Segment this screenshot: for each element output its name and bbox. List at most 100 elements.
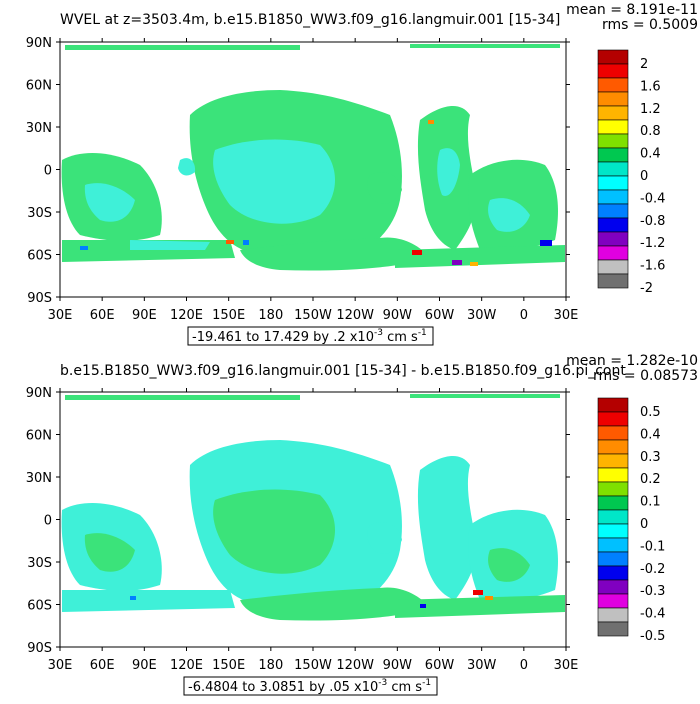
colorbar-label: -1.6 xyxy=(640,259,665,274)
lat-label: 30N xyxy=(26,121,52,136)
colorbar-swatch xyxy=(597,105,629,121)
colorbar-label: 0.4 xyxy=(640,147,661,162)
lat-label: 60N xyxy=(26,429,52,444)
lat-label: 60S xyxy=(27,249,52,264)
colorbar-swatch xyxy=(597,189,629,205)
panel-2-range-box: -6.4804 to 3.0851 by .05 x10-3 cm s-1 xyxy=(183,676,438,696)
colorbar-swatch xyxy=(597,495,629,511)
panel-2-ocean xyxy=(61,394,565,621)
panel-1-ocean xyxy=(61,44,565,271)
lon-label: 150E xyxy=(212,308,245,323)
lon-label: 120W xyxy=(336,658,374,673)
lat-label: 30N xyxy=(26,471,52,486)
colorbar-swatch xyxy=(597,481,629,497)
lon-label: 150E xyxy=(212,658,245,673)
panel-1-lon-axis: 30E 60E 90E 120E 150E 180 150W 120W 90W 60W 30W 0 30… xyxy=(48,38,578,323)
colorbar-label: 0.3 xyxy=(640,450,661,465)
panel-2-map xyxy=(59,391,567,648)
colorbar-swatch xyxy=(597,259,629,275)
panel-1-colorbar: 2 1.6 1.2 0.8 0.4 0 -0.4 -0.8 -1.2 -1.6 -2 xyxy=(597,49,665,296)
panel-2-colorbar: 0.5 0.4 0.3 0.2 0.1 0 -0.1 -0.2 -0.3 -0.4 -0.5 xyxy=(597,397,665,644)
colorbar-swatch xyxy=(597,91,629,107)
panel-1-title: WVEL at z=3503.4m, b.e15.B1850_WW3.f09_g… xyxy=(60,12,560,28)
lat-label: 0 xyxy=(44,514,52,529)
lon-label: 60E xyxy=(90,658,115,673)
colorbar-label: 0.8 xyxy=(640,124,661,139)
panel-2: b.e15.B1850_WW3.f09_g16.langmuir.001 [15… xyxy=(26,353,698,696)
lat-label: 90S xyxy=(27,641,52,656)
panel-2-rms: rms = 0.08573 xyxy=(593,368,698,384)
colorbar-label: -0.4 xyxy=(640,607,665,622)
colorbar-swatch xyxy=(597,607,629,623)
colorbar-label: -2 xyxy=(640,281,653,296)
svg-text:-19.461 to 17.429 by .2 x10-3: -19.461 to 17.429 by .2 x10-3 cm s-1 xyxy=(192,328,427,345)
colorbar-swatch xyxy=(597,551,629,567)
panel-1-hotspots xyxy=(80,120,552,266)
panel-2-units-exp: -1 xyxy=(422,678,431,688)
colorbar-label: -0.3 xyxy=(640,584,665,599)
lat-label: 90S xyxy=(27,291,52,306)
lon-label: 30W xyxy=(467,658,497,673)
colorbar-swatch xyxy=(597,273,629,289)
panel-2-title: b.e15.B1850_WW3.f09_g16.langmuir.001 [15… xyxy=(60,363,626,379)
lon-label: 120E xyxy=(170,658,203,673)
lon-label: 30E xyxy=(48,308,73,323)
colorbar-swatch xyxy=(597,467,629,483)
colorbar-label: -0.2 xyxy=(640,562,665,577)
lon-label: 150W xyxy=(294,308,332,323)
panel-1-lat-axis: 90N 60N 30N 0 30S 60S 90S xyxy=(26,36,570,306)
colorbar-label: 1.2 xyxy=(640,102,661,117)
panel-1: WVEL at z=3503.4m, b.e15.B1850_WW3.f09_g… xyxy=(26,2,698,346)
colorbar-label: 0 xyxy=(640,169,648,184)
colorbar-swatch xyxy=(597,439,629,455)
colorbar-label: 0.5 xyxy=(640,405,661,420)
lat-label: 30S xyxy=(27,556,52,571)
colorbar-swatch xyxy=(597,231,629,247)
colorbar-swatch xyxy=(597,593,629,609)
panel-2-mean: mean = 1.282e-10 xyxy=(566,353,698,369)
lon-label: 90E xyxy=(132,308,157,323)
lon-label: 0 xyxy=(520,658,528,673)
colorbar-label: -0.5 xyxy=(640,629,665,644)
colorbar-swatch xyxy=(597,537,629,553)
colorbar-swatch xyxy=(597,147,629,163)
lon-label: 90W xyxy=(383,308,413,323)
panel-1-range-exp: -3 xyxy=(374,328,383,338)
lon-label: 30E xyxy=(554,658,579,673)
lat-label: 60S xyxy=(27,599,52,614)
colorbar-swatch xyxy=(597,217,629,233)
colorbar-swatch xyxy=(597,509,629,525)
panel-1-map xyxy=(59,41,567,298)
lat-label: 30S xyxy=(27,206,52,221)
panel-1-mean: mean = 8.191e-11 xyxy=(566,2,698,18)
lon-label: 60W xyxy=(425,308,455,323)
lon-label: 180 xyxy=(258,308,283,323)
lon-label: 30W xyxy=(467,308,497,323)
panel-2-units: cm s xyxy=(391,680,422,695)
lon-label: 30E xyxy=(48,658,73,673)
panel-1-range: -19.461 to 17.429 by .2 x10 xyxy=(192,330,374,345)
lat-label: 90N xyxy=(26,36,52,51)
panel-2-range: -6.4804 to 3.0851 by .05 x10 xyxy=(188,680,378,695)
colorbar-label: 0.2 xyxy=(640,472,661,487)
panel-1-range-box: -19.461 to 17.429 by .2 x10-3 cm s-1 xyxy=(187,326,434,346)
colorbar-label: -0.1 xyxy=(640,539,665,554)
lon-label: 180 xyxy=(258,658,283,673)
panel-2-lon-axis: 30E 60E 90E 120E 150E 180 150W 120W 90W 60W 30W 0 30… xyxy=(48,388,579,673)
colorbar-swatch xyxy=(597,397,629,413)
lon-label: 0 xyxy=(520,308,528,323)
colorbar-swatch xyxy=(597,119,629,135)
panel-2-hotspots xyxy=(130,590,493,608)
colorbar-swatch xyxy=(597,621,629,637)
colorbar-swatch xyxy=(597,565,629,581)
colorbar-swatch xyxy=(597,161,629,177)
colorbar-swatch xyxy=(597,63,629,79)
colorbar-swatch xyxy=(597,453,629,469)
lat-label: 90N xyxy=(26,386,52,401)
lon-label: 150W xyxy=(294,658,332,673)
colorbar-swatch xyxy=(597,49,629,65)
colorbar-swatch xyxy=(597,579,629,595)
colorbar-swatch xyxy=(597,133,629,149)
